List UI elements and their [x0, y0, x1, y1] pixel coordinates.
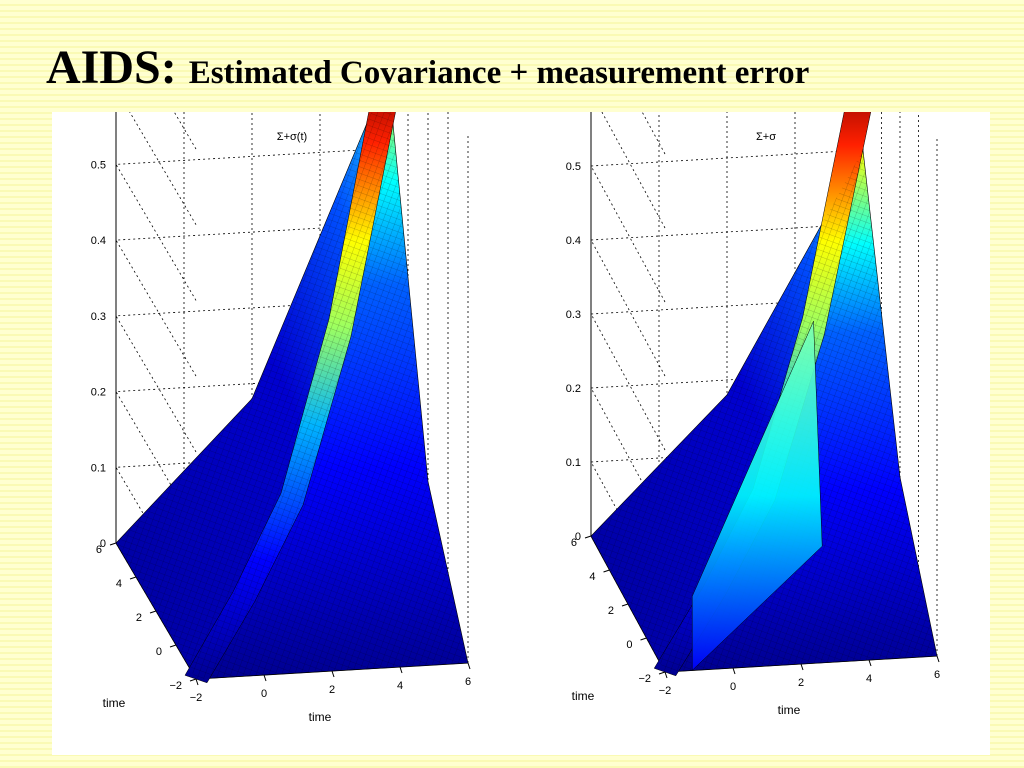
x-tick-label: 4: [397, 680, 403, 692]
y-tick-mark: [621, 603, 629, 607]
y-tick-mark: [640, 637, 647, 641]
x-tick-label: 0: [261, 688, 267, 700]
y-tick-mark: [603, 569, 610, 573]
y-axis-label: time: [103, 696, 126, 710]
z-tick-label: 0.4: [91, 235, 106, 247]
x-tick-mark: [664, 671, 668, 679]
y-tick-label: −2: [638, 673, 651, 685]
y-tick-mark: [149, 610, 157, 614]
z-tick-label: 0.4: [566, 235, 581, 247]
y-tick-label: 0: [156, 646, 162, 658]
x-tick-mark: [868, 659, 872, 667]
x-tick-mark: [195, 678, 199, 686]
z-tick-label: 0.3: [91, 311, 106, 323]
z-tick-label: 0.1: [91, 462, 106, 474]
grid-line: [590, 149, 864, 303]
y-axis-label: time: [572, 689, 595, 703]
grid-line: [590, 223, 864, 377]
surface-plots: Σ+σ(t)00.10.20.30.40.50.60.7−20246−20246…: [91, 112, 940, 724]
y-tick-label: 6: [96, 544, 102, 556]
z-tick-label: 0: [575, 531, 581, 543]
x-tick-mark: [800, 663, 804, 671]
x-axis-label: time: [778, 703, 801, 717]
y-tick-label: 0: [626, 639, 632, 651]
slide-title: AIDS: Estimated Covariance + measurement…: [46, 44, 809, 92]
x-tick-label: −2: [190, 692, 203, 704]
y-tick-mark: [584, 535, 592, 539]
y-tick-label: 4: [589, 571, 595, 583]
z-tick-label: 0: [100, 538, 106, 550]
x-tick-label: 6: [465, 676, 471, 688]
x-tick-mark: [331, 670, 335, 678]
x-tick-label: 2: [798, 677, 804, 689]
y-tick-mark: [658, 671, 666, 675]
x-tick-mark: [263, 674, 267, 682]
x-tick-label: −2: [659, 685, 672, 697]
slide-title-subtitle: Estimated Covariance + measurement error: [188, 55, 810, 91]
z-tick-label: 0.5: [566, 161, 581, 173]
y-tick-label: 6: [571, 537, 577, 549]
y-tick-label: 2: [608, 605, 614, 617]
surface: [115, 112, 469, 684]
surface-mesh: [116, 112, 468, 679]
x-tick-label: 0: [730, 681, 736, 693]
grid-line: [590, 297, 864, 451]
z-tick-label: 0.5: [91, 159, 106, 171]
z-tick-label: 0.2: [91, 387, 106, 399]
y-tick-label: −2: [169, 680, 182, 692]
z-tick-label: 0.3: [566, 309, 581, 321]
z-tick-label: 0.1: [566, 457, 581, 469]
y-tick-mark: [129, 576, 137, 580]
surface-step-wall: [691, 321, 823, 671]
slide-title-main: AIDS:: [46, 41, 177, 94]
x-tick-mark: [732, 667, 736, 675]
plot-title: Σ+σ: [756, 131, 776, 143]
grid-line: [601, 112, 666, 229]
x-tick-label: 6: [934, 669, 940, 681]
y-tick-mark: [109, 542, 117, 546]
plot-title: Σ+σ(t): [277, 131, 307, 143]
y-tick-label: 2: [136, 612, 142, 624]
surface: [590, 112, 938, 677]
surface-mesh: [591, 150, 937, 672]
y-tick-label: 4: [116, 578, 122, 590]
x-tick-mark: [399, 666, 403, 674]
x-tick-label: 2: [329, 684, 335, 696]
y-tick-mark: [189, 678, 197, 682]
figure-panel: Σ+σ(t)00.10.20.30.40.50.60.7−20246−20246…: [52, 112, 990, 755]
x-tick-mark: [467, 662, 471, 670]
x-tick-mark: [936, 655, 940, 663]
z-tick-label: 0.2: [566, 383, 581, 395]
left-surface-plot: Σ+σ(t)00.10.20.30.40.50.60.7−20246−20246…: [91, 112, 471, 724]
x-tick-label: 4: [866, 673, 872, 685]
right-surface-plot: Σ+σ00.10.20.30.40.50.60.7−20246−20246tim…: [566, 112, 940, 717]
y-tick-mark: [169, 644, 177, 648]
x-axis-label: time: [309, 710, 332, 724]
